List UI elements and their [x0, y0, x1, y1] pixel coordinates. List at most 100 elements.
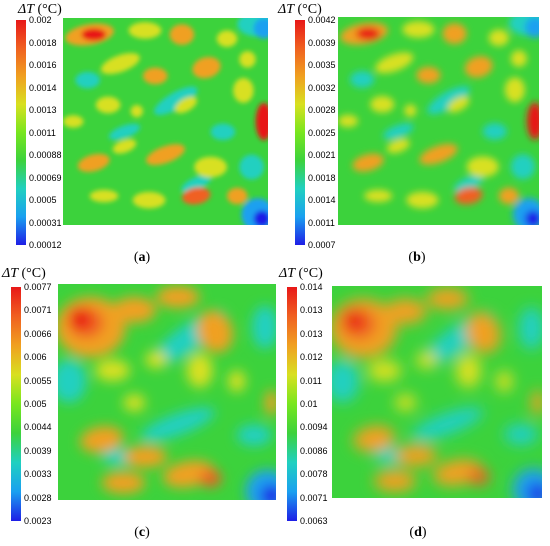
heatmap-patch: [255, 102, 268, 141]
heatmap-field: [63, 18, 268, 225]
colorbar-tick-label: 0.0018: [308, 172, 336, 183]
heatmap-patch: [253, 210, 268, 225]
heatmap-patch: [352, 153, 384, 172]
heatmap-patch: [482, 123, 507, 140]
caption-c: (c): [134, 525, 150, 540]
colorbar-title-a: ΔT (°C): [18, 2, 62, 17]
colorbar-tick-label: 0.00088: [29, 150, 62, 160]
colorbar-c: [11, 287, 21, 521]
colorbar-tick-label: 0.0055: [24, 375, 52, 386]
colorbar-tick-label: 0.002: [29, 15, 52, 25]
heatmap-patch: [194, 156, 228, 178]
colorbar-tick-label: 0.0014: [29, 82, 57, 93]
heatmap-patch: [510, 154, 535, 180]
colorbar-tick-label: 0.013: [300, 305, 323, 316]
heatmap-patch: [353, 425, 395, 452]
heatmap-patch: [510, 50, 527, 67]
heatmap-patch: [112, 296, 157, 323]
colorbar-tick-label: 0.005: [24, 399, 47, 409]
heatmap-patch: [182, 187, 211, 205]
heatmap-patch: [199, 469, 222, 488]
heatmap-patch: [81, 28, 107, 41]
colorbar-tick-label: 0.0016: [29, 60, 57, 70]
heatmap-patch: [404, 104, 417, 117]
colorbar-tick-label: 0.0071: [24, 305, 52, 316]
colorbar-tick-label: 0.011: [300, 375, 322, 386]
caption-d: (d): [409, 525, 427, 540]
heatmap-patch: [63, 115, 84, 128]
colorbar-tick-label: 0.0042: [308, 15, 336, 25]
heatmap-patch: [108, 123, 141, 140]
colorbar-tick-label: 0.0071: [300, 492, 328, 503]
colorbar-tick-label: 0.0023: [24, 516, 52, 526]
caption-b: (b): [408, 250, 426, 265]
colorbar-tick-label: 0.0094: [300, 422, 328, 433]
colorbar-tick-label: 0.0078: [300, 469, 328, 480]
heatmap-patch: [130, 104, 143, 118]
colorbar-tick-label: 0.0077: [24, 282, 52, 292]
colorbar-tick-label: 0.0011: [29, 127, 56, 138]
heatmap-patch: [395, 445, 437, 467]
colorbar-tick-label: 0.0063: [300, 516, 328, 526]
heatmap-patch: [80, 426, 124, 453]
heatmap-patch: [465, 311, 501, 354]
heatmap-patch: [411, 407, 484, 441]
heatmap-patch: [384, 298, 427, 325]
colorbar-tick-label: 0.0028: [308, 105, 336, 115]
heatmap-patch: [524, 17, 539, 38]
colorbar-tick-label: 0.0086: [300, 445, 328, 456]
heatmap-patch: [132, 191, 166, 209]
heatmap-patch: [233, 78, 254, 103]
heatmap-patch: [95, 359, 130, 382]
heatmap-patch: [142, 67, 168, 85]
heatmap-patch: [466, 156, 499, 178]
heatmap-patch: [454, 187, 483, 205]
heatmap-c: [58, 284, 276, 500]
heatmap-patch: [427, 86, 470, 115]
heatmap-patch: [210, 123, 236, 141]
heatmap-patch: [253, 18, 268, 39]
heatmap-patch: [406, 191, 439, 209]
colorbar-tick-label: 0.006: [24, 352, 47, 363]
heatmap-patch: [265, 389, 276, 416]
colorbar-tick-label: 0.01: [300, 399, 318, 409]
colorbar-tick-label: 0.0014: [308, 195, 336, 205]
heatmap-patch: [488, 29, 509, 47]
heatmap-patch: [174, 96, 198, 114]
heatmap-patch: [58, 359, 87, 403]
heatmap-patch: [239, 154, 264, 180]
colorbar-a: [16, 20, 26, 245]
heatmap-patch: [447, 96, 470, 113]
heatmap-patch: [527, 483, 542, 498]
heatmap-patch: [145, 350, 167, 369]
heatmap-patch: [228, 370, 246, 392]
heatmap-field: [338, 17, 539, 225]
heatmap-patch: [95, 96, 121, 114]
colorbar-tick-label: 0.0025: [308, 127, 336, 138]
heatmap-patch: [531, 389, 542, 416]
colorbar-tick-label: 0.00069: [29, 172, 62, 183]
heatmap-patch: [350, 71, 375, 88]
heatmap-patch: [356, 27, 381, 40]
heatmap-patch: [260, 484, 276, 500]
colorbar-tick-label: 0.0033: [24, 469, 52, 480]
heatmap-patch: [526, 102, 539, 140]
heatmap-a: [63, 18, 268, 225]
heatmap-patch: [154, 86, 198, 116]
heatmap-field: [58, 286, 276, 500]
colorbar-tick-label: 0.0021: [308, 150, 336, 160]
heatmap-patch: [146, 144, 185, 166]
colorbar-tick-label: 0.0035: [308, 60, 336, 70]
colorbar-tick-label: 0.0005: [29, 195, 57, 205]
heatmap-patch: [156, 286, 200, 308]
heatmap-patch: [383, 123, 414, 140]
heatmap-patch: [386, 138, 410, 154]
heatmap-patch: [216, 30, 238, 47]
heatmap-patch: [192, 57, 221, 79]
heatmap-patch: [169, 24, 195, 45]
colorbar-tick-label: 0.0018: [29, 37, 57, 48]
heatmap-patch: [123, 394, 146, 412]
heatmap-patch: [77, 153, 110, 172]
heatmap-patch: [464, 56, 493, 78]
heatmap-patch: [367, 360, 402, 382]
